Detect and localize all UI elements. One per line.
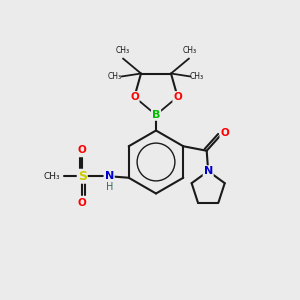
Text: CH₃: CH₃ [116,46,130,56]
Text: O: O [173,92,182,102]
Text: O: O [130,92,139,102]
Text: B: B [152,110,160,120]
Text: N: N [105,171,114,181]
Text: CH₃: CH₃ [182,46,196,56]
Text: S: S [78,170,87,183]
Text: CH₃: CH₃ [190,72,204,81]
Text: N: N [204,166,213,176]
Text: O: O [78,145,87,155]
Text: O: O [220,128,229,138]
Text: H: H [106,182,113,192]
Text: CH₃: CH₃ [108,72,122,81]
Text: CH₃: CH₃ [44,172,61,181]
Text: O: O [78,198,87,208]
